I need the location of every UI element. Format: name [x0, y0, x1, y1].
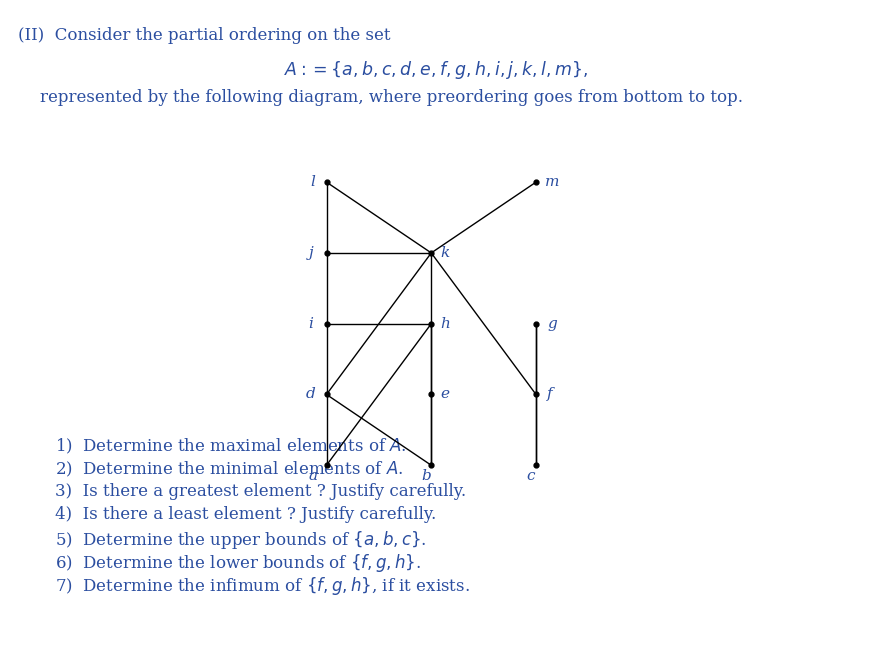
Text: b: b	[421, 469, 431, 483]
Text: l: l	[311, 175, 315, 189]
Text: (II)  Consider the partial ordering on the set: (II) Consider the partial ordering on th…	[18, 27, 390, 44]
Text: represented by the following diagram, where preordering goes from bottom to top.: represented by the following diagram, wh…	[40, 89, 743, 106]
Text: 6)  Determine the lower bounds of $\{f, g, h\}$.: 6) Determine the lower bounds of $\{f, g…	[55, 552, 421, 574]
Text: k: k	[440, 246, 450, 260]
Text: $A := \{a, b, c, d, e, f, g, h, i, j, k, l, m\},$: $A := \{a, b, c, d, e, f, g, h, i, j, k,…	[284, 59, 588, 81]
Text: j: j	[308, 246, 313, 260]
Text: e: e	[440, 388, 450, 402]
Text: c: c	[526, 469, 535, 483]
Text: i: i	[308, 317, 313, 331]
Text: f: f	[546, 388, 553, 402]
Text: g: g	[548, 317, 558, 331]
Text: a: a	[308, 469, 318, 483]
Text: 1)  Determine the maximal elements of $A$.: 1) Determine the maximal elements of $A$…	[55, 437, 407, 456]
Text: 2)  Determine the minimal elements of $A$.: 2) Determine the minimal elements of $A$…	[55, 460, 403, 480]
Text: 4)  Is there a least element ? Justify carefully.: 4) Is there a least element ? Justify ca…	[55, 506, 436, 523]
Text: 5)  Determine the upper bounds of $\{a, b, c\}$.: 5) Determine the upper bounds of $\{a, b…	[55, 529, 427, 551]
Text: 7)  Determine the infimum of $\{f, g, h\}$, if it exists.: 7) Determine the infimum of $\{f, g, h\}…	[55, 575, 470, 597]
Text: h: h	[440, 317, 450, 331]
Text: d: d	[306, 388, 316, 402]
Text: 3)  Is there a greatest element ? Justify carefully.: 3) Is there a greatest element ? Justify…	[55, 483, 466, 500]
Text: m: m	[545, 175, 559, 189]
